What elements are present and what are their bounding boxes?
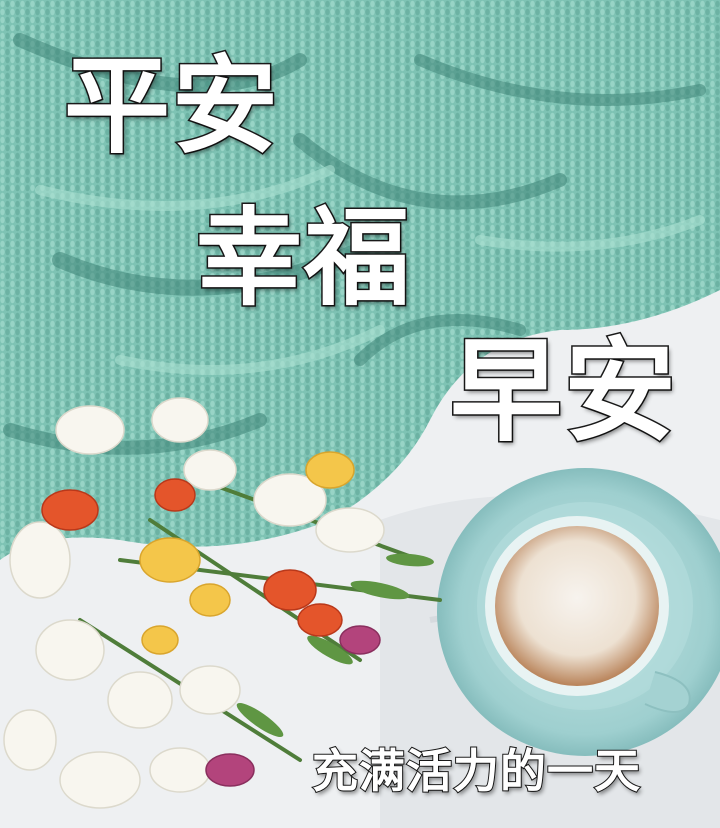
flower-bouquet xyxy=(3,397,442,809)
greeting-line-happiness: 幸福 xyxy=(195,197,412,320)
greeting-line-energetic-day: 充满活力的一天 xyxy=(311,744,641,798)
coffee-cup xyxy=(437,468,720,756)
greeting-line-peace: 平安 xyxy=(63,45,280,168)
greeting-line-good-morning: 早安 xyxy=(449,327,678,457)
